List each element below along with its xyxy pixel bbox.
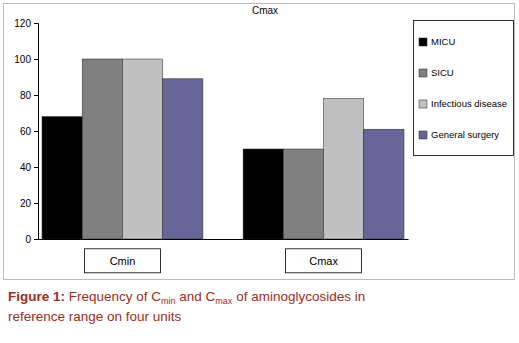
caption-text: and C (176, 289, 216, 304)
legend-swatch (419, 69, 427, 77)
x-label-box (286, 249, 362, 273)
y-tick-label: 40 (20, 162, 32, 173)
x-tick: Cmin (84, 249, 160, 273)
bar (42, 117, 82, 239)
bar (364, 129, 404, 239)
bar (82, 59, 122, 239)
y-axis-line (34, 24, 39, 240)
y-tick: 60 (20, 126, 38, 137)
bar (243, 149, 283, 239)
x-label-box (84, 249, 160, 273)
caption-text: min (161, 296, 176, 306)
y-tick-mark (34, 203, 38, 204)
y-tick-mark (34, 167, 38, 168)
y-tick-label: 0 (25, 234, 31, 245)
x-axis-line (39, 239, 409, 240)
y-tick-mark (34, 95, 38, 96)
y-tick: 100 (14, 54, 38, 65)
y-tick-label: 120 (14, 18, 31, 29)
caption-line: reference range on four units (8, 309, 182, 324)
legend-swatch (419, 100, 427, 108)
y-tick: 0 (25, 234, 38, 245)
caption-text: reference range on four units (8, 309, 182, 324)
y-tick-label: 100 (14, 54, 31, 65)
bars (42, 59, 404, 239)
legend-label: General surgery (431, 129, 499, 140)
caption: Figure 1: Frequency of Cmin and Cmax of … (8, 289, 365, 324)
legend-box (414, 21, 514, 156)
bar (163, 79, 203, 239)
caption-text: max (215, 296, 233, 306)
y-tick-label: 20 (20, 198, 32, 209)
caption-line: Figure 1: Frequency of Cmin and Cmax of … (8, 289, 365, 306)
y-tick-mark (34, 131, 38, 132)
x-tick-label: Cmax (309, 255, 338, 267)
y-tick: 120 (14, 18, 38, 29)
y-tick-label: 80 (20, 90, 32, 101)
chart-title: Cmax (252, 5, 278, 16)
bar (122, 59, 162, 239)
y-tick: 80 (20, 90, 38, 101)
y-tick-mark (34, 23, 38, 24)
y-tick-mark (34, 59, 38, 60)
caption-text: of aminoglycosides in (232, 289, 365, 304)
caption-text: Figure 1: (8, 289, 65, 304)
y-tick: 20 (20, 198, 38, 209)
y-tick-mark (34, 239, 38, 240)
legend-swatch (419, 131, 427, 139)
bar (283, 149, 323, 239)
legend-swatch (419, 38, 427, 46)
y-tick: 40 (20, 162, 38, 173)
x-tick: Cmax (286, 249, 362, 273)
legend-label: MICU (431, 36, 455, 47)
bar (324, 99, 364, 239)
legend-label: SICU (431, 67, 454, 78)
legend-label: Infectious disease (431, 98, 507, 109)
y-axis: 0 20 40 60 80 100 120 (14, 18, 38, 245)
x-axis: Cmin Cmax (39, 240, 409, 273)
caption-text: Frequency of C (65, 289, 161, 304)
legend: MICU SICU Infectious disease General surger… (414, 21, 514, 156)
x-tick-label: Cmin (110, 255, 136, 267)
y-tick-label: 60 (20, 126, 32, 137)
chart-frame (4, 4, 515, 280)
